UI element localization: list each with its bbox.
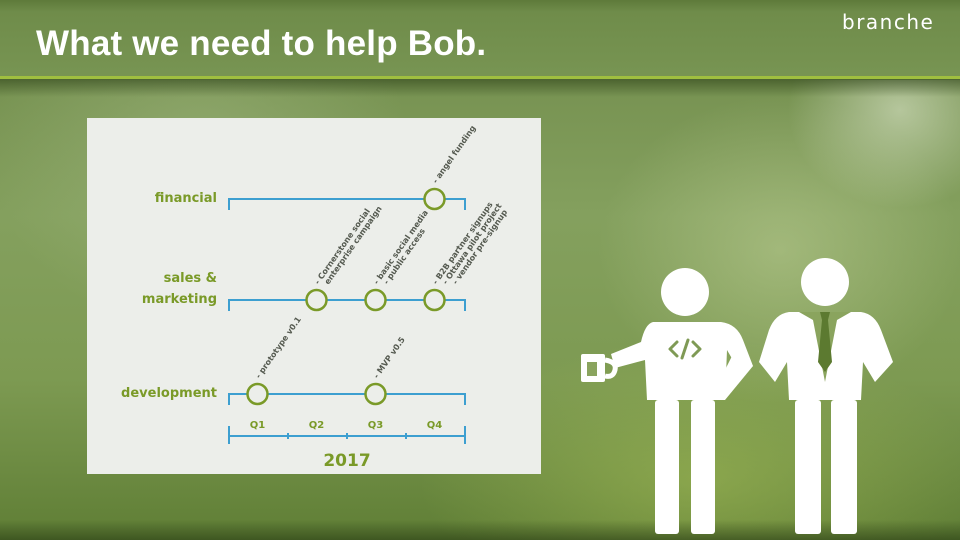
title-bar-accent-line	[0, 76, 960, 79]
bottom-shadow	[0, 520, 960, 540]
milestone-marker	[364, 382, 387, 406]
milestone-text: - Cornerstone social	[313, 207, 372, 286]
title-bar-shadow	[0, 79, 960, 97]
code-icon	[668, 338, 702, 360]
track-label: financial	[155, 191, 217, 206]
brand-logo: branche	[842, 10, 935, 34]
milestone-marker	[423, 288, 446, 312]
quarter-label: Q2	[309, 420, 325, 431]
milestone-text: enterprise campaign	[323, 204, 384, 286]
track-line	[228, 299, 466, 311]
coffee-mug-icon	[581, 354, 618, 382]
milestone-marker	[246, 382, 269, 406]
milestone-marker	[364, 288, 387, 312]
milestone-marker	[423, 187, 446, 211]
developer-figure	[611, 268, 753, 534]
roadmap-timeline: financial - angel funding sales & marketing…	[121, 124, 509, 471]
milestone-marker	[305, 288, 328, 312]
milestone-text: - basic social media	[372, 208, 430, 286]
track-label: sales &	[164, 271, 217, 286]
year-label: 2017	[323, 451, 370, 471]
quarter-label: Q4	[427, 420, 443, 431]
businessman-figure	[759, 258, 893, 534]
track-line	[228, 393, 466, 405]
track-label: development	[121, 386, 217, 401]
milestone-text: - Ottawa pilot project	[441, 202, 504, 287]
title-bar	[0, 0, 960, 80]
track-line	[228, 198, 466, 210]
track-label: marketing	[142, 292, 217, 307]
slide-title: What we need to help Bob.	[36, 24, 487, 63]
milestone-text: - prototype v0.1	[254, 315, 303, 380]
milestone-text: - MVP v0.5	[372, 335, 407, 380]
roadmap-panel: financial - angel funding sales & marketing…	[87, 118, 541, 474]
people-illustration	[581, 258, 893, 534]
tie-icon	[799, 312, 851, 382]
quarter-label: Q1	[250, 420, 266, 431]
quarter-label: Q3	[368, 420, 384, 431]
milestone-text: - angel funding	[431, 124, 478, 186]
